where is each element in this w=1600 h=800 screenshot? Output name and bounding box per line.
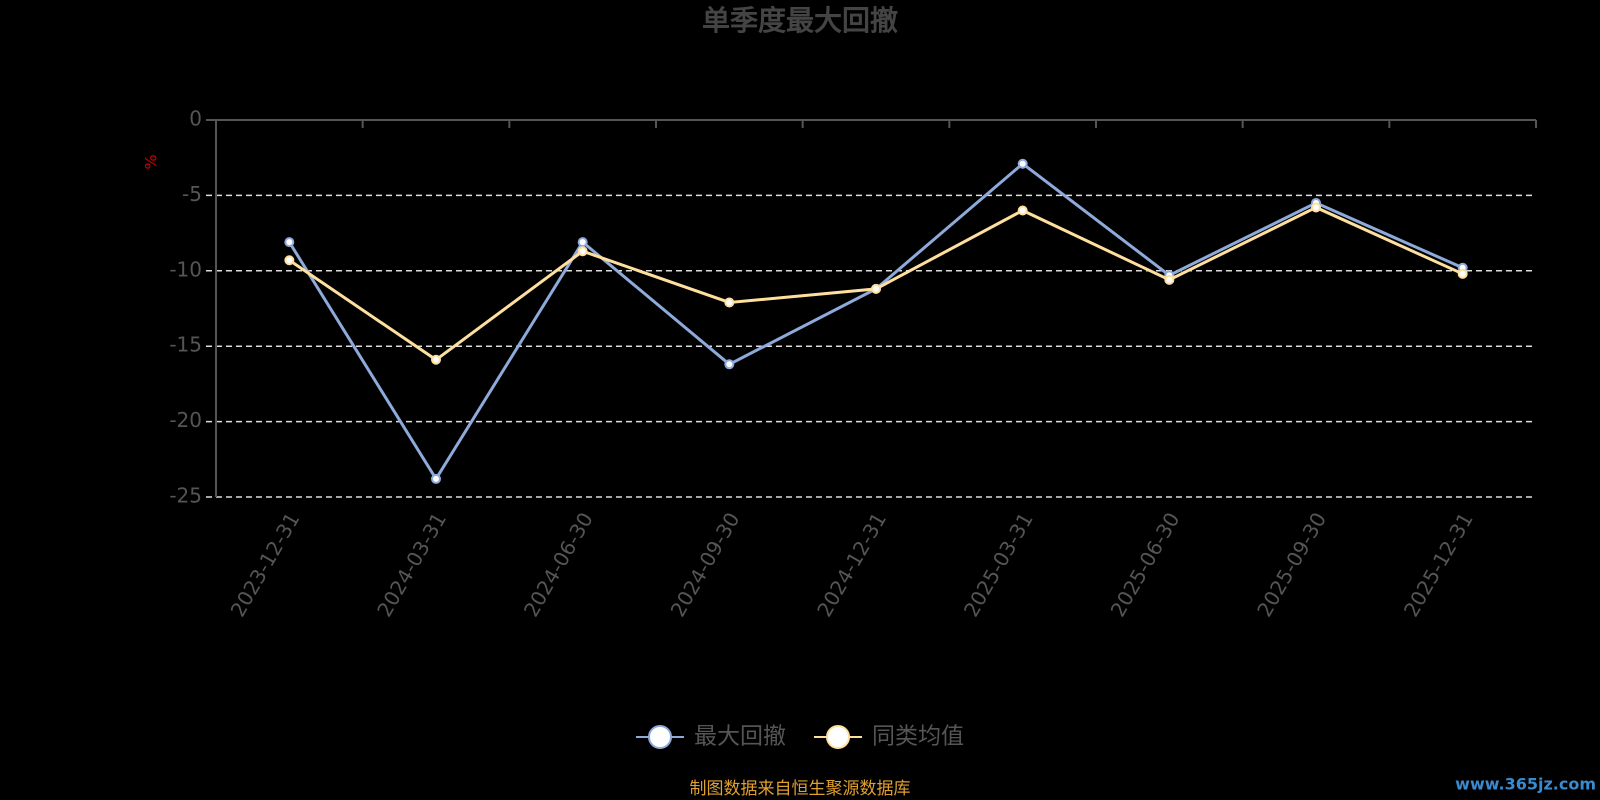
point (724, 297, 735, 308)
point (284, 237, 295, 248)
point (1457, 268, 1468, 279)
point (1164, 274, 1175, 285)
point (431, 473, 441, 484)
legend-label: 最大回撤 (694, 724, 786, 750)
y-tick-label: -10 (169, 257, 202, 281)
y-tick-label: -20 (169, 408, 202, 432)
y-tick-label: -25 (169, 484, 202, 508)
point (431, 354, 441, 365)
point (871, 283, 881, 294)
point (577, 237, 588, 248)
source-note: 制图数据来自恒生聚源数据库 (690, 779, 911, 799)
point (1017, 205, 1028, 216)
y-tick-label: 0 (189, 107, 202, 131)
point (724, 359, 735, 370)
y-tick-label: -5 (182, 182, 202, 206)
y-tick-label: -15 (169, 333, 202, 357)
legend-marker (648, 725, 672, 749)
point (577, 246, 588, 257)
chart-title: 单季度最大回撤 (702, 4, 898, 37)
legend-label: 同类均值 (872, 724, 964, 750)
point (284, 255, 295, 266)
point (1311, 202, 1321, 213)
point (1017, 158, 1028, 169)
legend-marker (826, 725, 850, 749)
y-axis-label: % (142, 154, 161, 169)
watermark: www.365jz.com (1455, 775, 1596, 794)
